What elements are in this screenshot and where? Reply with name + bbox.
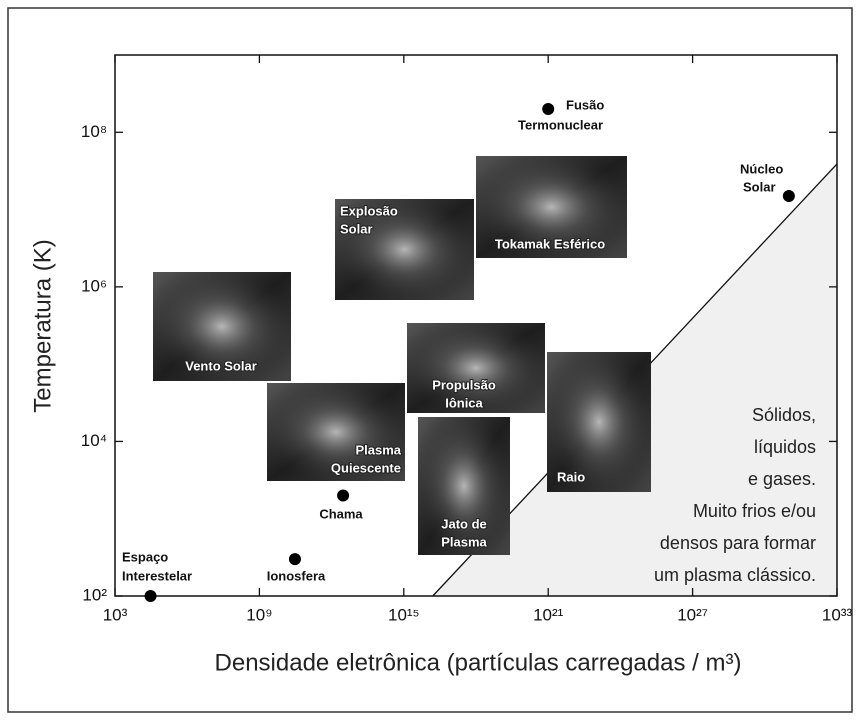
point-label: Interestelar <box>122 568 192 583</box>
point-label: Ionosfera <box>267 568 326 583</box>
point-label: Termonuclear <box>518 117 603 132</box>
x-tick-label: 10⁹ <box>246 605 272 624</box>
chart: Temperatura (K) Densidade eletrônica (pa… <box>0 0 862 722</box>
photo-label: Propulsão <box>432 377 496 392</box>
x-tick-label: 10¹⁵ <box>388 605 420 624</box>
photo-label: Plasma <box>355 442 401 457</box>
photo-label: Tokamak Esférico <box>495 236 605 251</box>
photo-label: Raio <box>557 469 585 484</box>
point-label: Solar <box>743 179 776 194</box>
annotation: e gases. <box>748 469 816 489</box>
point-label: Núcleo <box>740 161 783 176</box>
annotation: Muito frios e/ou <box>693 501 816 521</box>
annotation: líquidos <box>754 437 816 457</box>
data-point <box>145 590 157 602</box>
photo-label: Iônica <box>445 395 483 410</box>
y-tick-label: 10⁶ <box>81 276 107 295</box>
x-tick-label: 10³³ <box>822 605 853 624</box>
point-label: Espaço <box>122 549 168 564</box>
x-tick-label: 10²¹ <box>533 605 564 624</box>
x-tick-label: 10³ <box>103 605 128 624</box>
data-point <box>289 553 301 565</box>
point-label: Fusão <box>566 97 604 112</box>
photo-label: Jato de <box>441 516 487 531</box>
annotation: densos para formar <box>660 533 816 553</box>
photo-label: Plasma <box>441 534 487 549</box>
data-point <box>783 190 795 202</box>
data-point <box>542 103 554 115</box>
annotation: Sólidos, <box>752 405 816 425</box>
photo-label: Explosão <box>340 203 398 218</box>
y-tick-label: 10⁸ <box>81 122 107 141</box>
y-tick-label: 10⁴ <box>81 431 107 450</box>
y-axis-title: Temperatura (K) <box>29 239 56 412</box>
point-label: Chama <box>319 506 363 521</box>
x-tick-label: 10²⁷ <box>677 605 708 624</box>
annotation: um plasma clássico. <box>654 565 816 585</box>
photo-label: Vento Solar <box>185 358 257 373</box>
y-tick-label: 10² <box>82 585 107 604</box>
photo-label: Solar <box>340 221 373 236</box>
photo-label: Quiescente <box>331 460 401 475</box>
data-point <box>337 489 349 501</box>
x-axis-title: Densidade eletrônica (partículas carrega… <box>215 649 742 676</box>
